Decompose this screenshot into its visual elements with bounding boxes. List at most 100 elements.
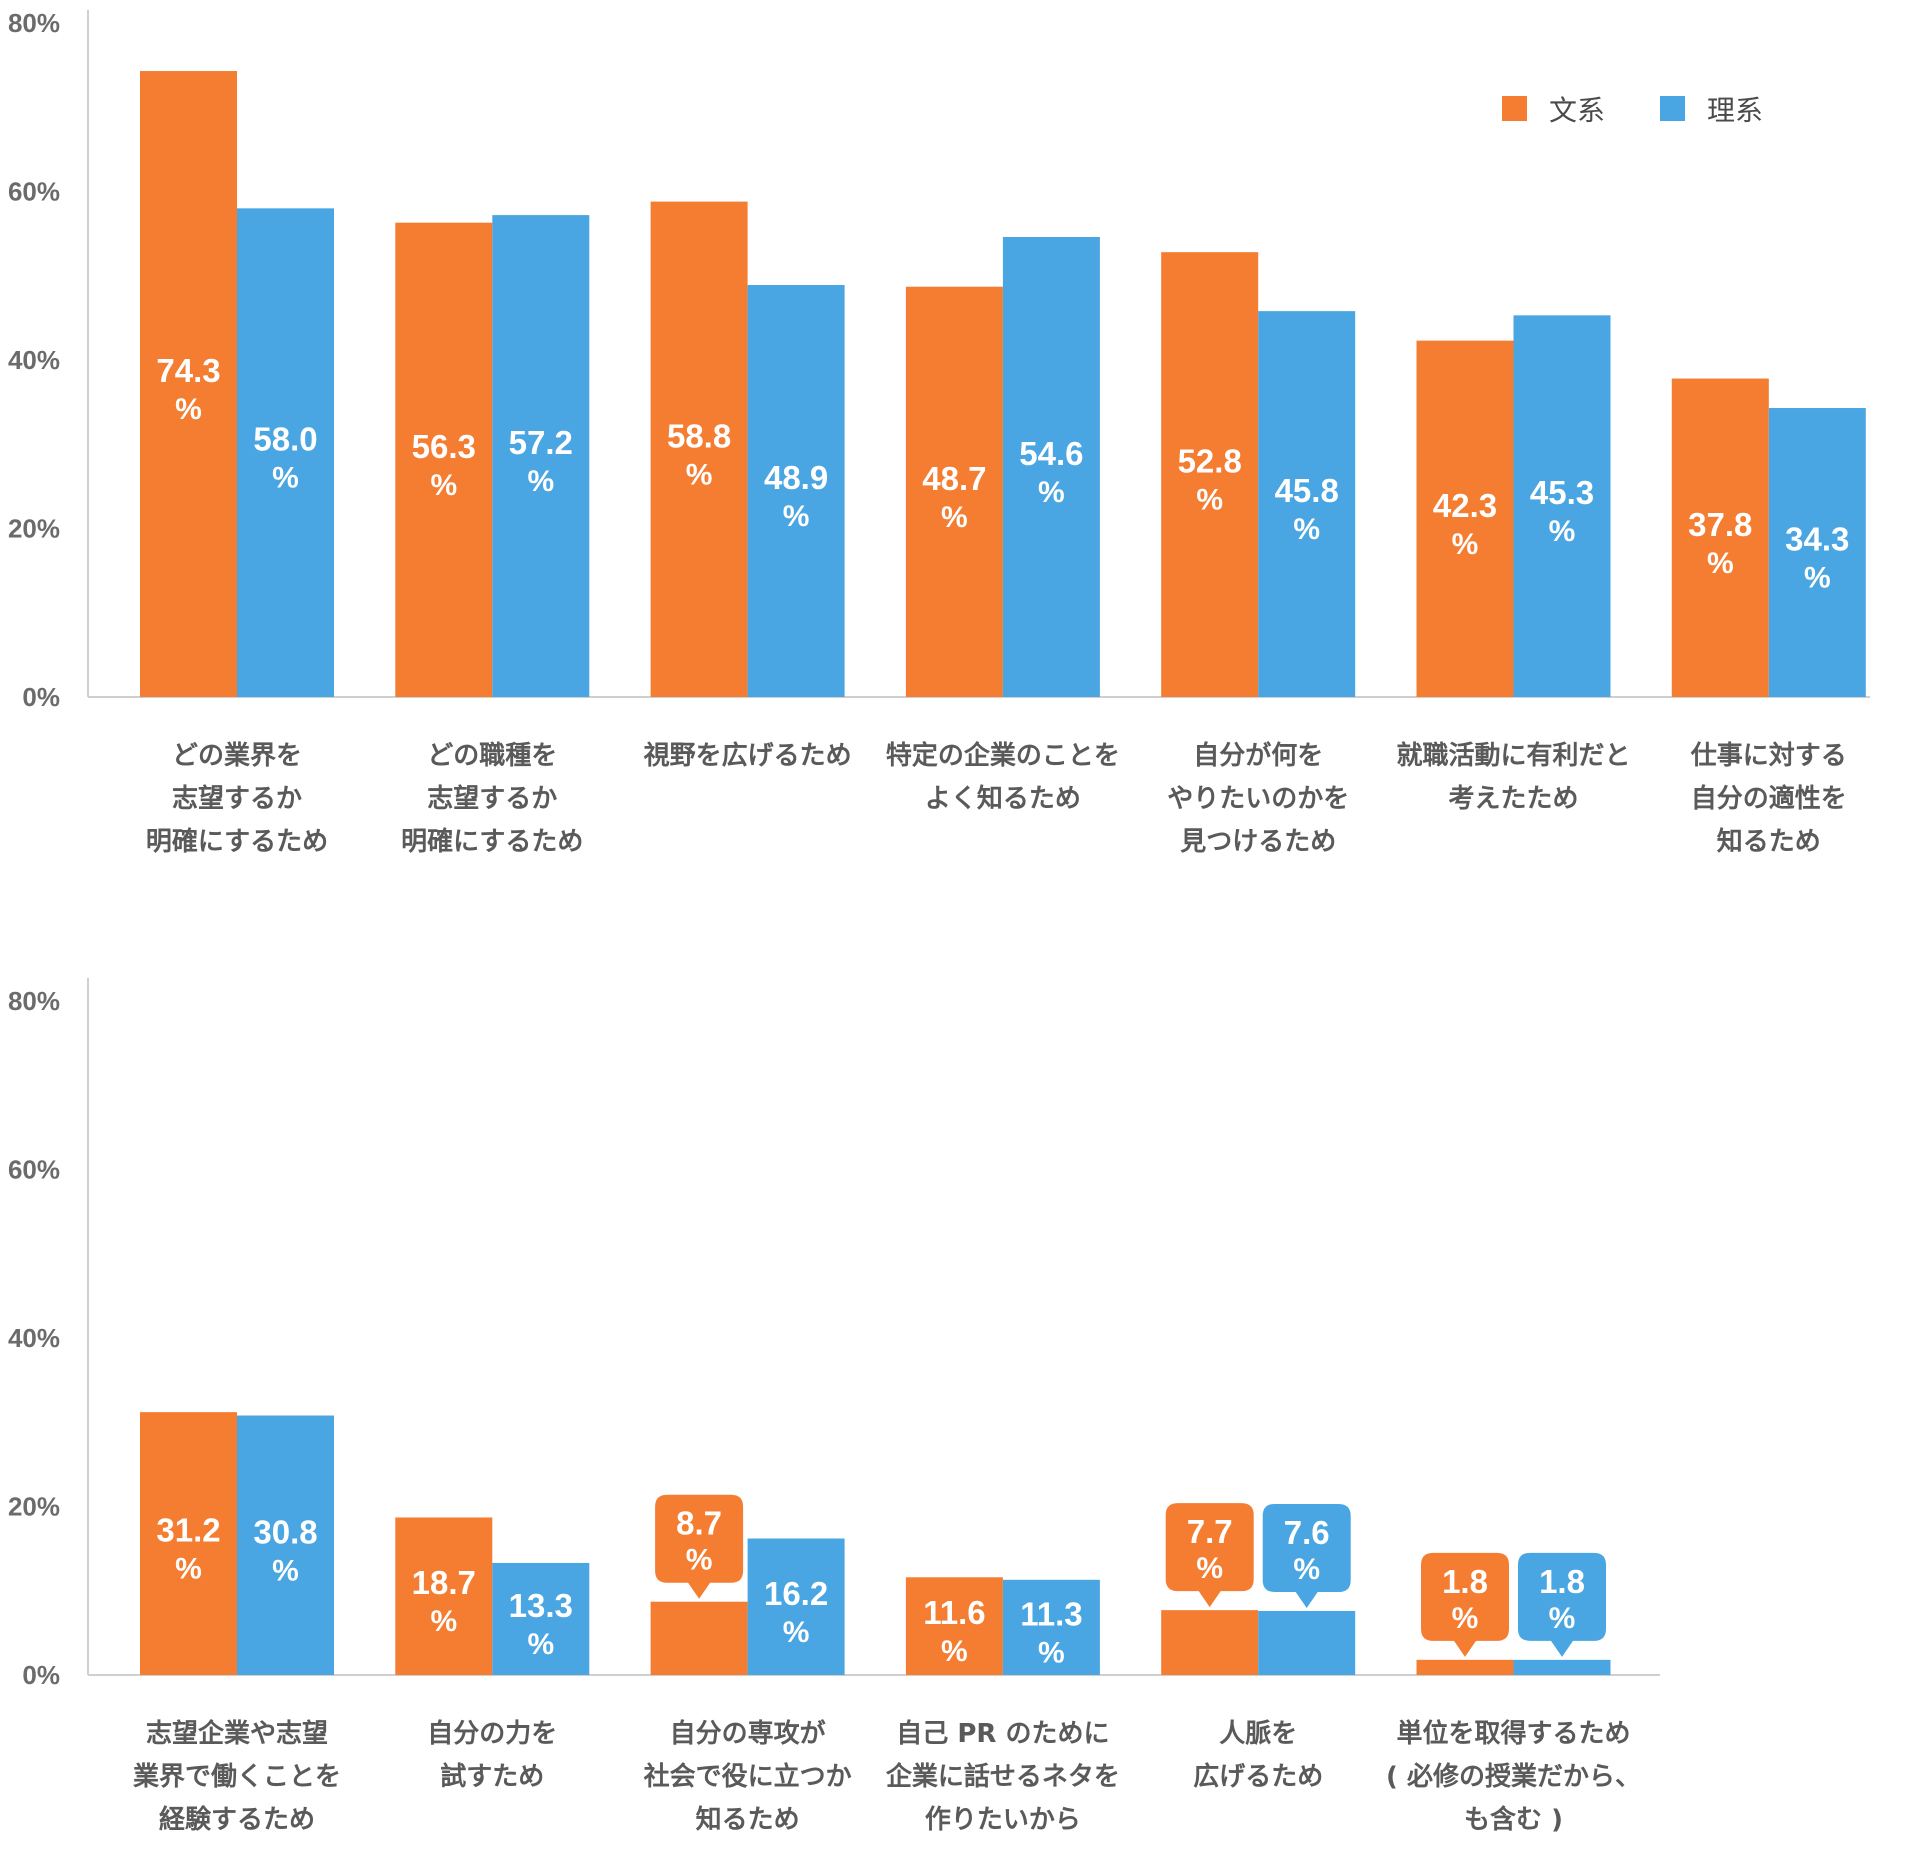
bar-rikei [747,1538,845,1675]
category-label: 知るため [696,1805,800,1835]
value-label: 18.7 [412,1564,476,1601]
bar-bunkei [650,1601,748,1675]
y-tick-label: 60% [8,1155,60,1185]
value-unit: % [175,1553,202,1586]
value-callout-bubble [655,1494,744,1599]
value-label: 37.8 [1688,506,1752,543]
bar-bunkei [395,1517,493,1675]
value-label: 42.3 [1433,487,1497,524]
category-label: 明確にするため [401,826,583,857]
bar-bunkei [1671,378,1769,697]
bar-rikei [237,208,334,697]
value-label: 58.0 [253,421,317,458]
category-label: 単位を取得するため [1396,1718,1630,1749]
value-label: 1.8 [1539,1563,1585,1600]
category-label: よく知るため [925,784,1081,814]
value-unit: % [527,465,554,498]
value-label: 45.8 [1275,472,1339,509]
value-unit: % [1452,528,1479,561]
value-label: 1.8 [1442,1563,1488,1600]
value-label: 7.7 [1187,1513,1233,1550]
category-label: 見つけるため [1180,827,1336,857]
category-label: 業界で働くことを [133,1762,341,1792]
category-label: 自分の適性を [1691,783,1847,814]
value-unit: % [1293,1553,1320,1586]
value-label: 45.3 [1530,474,1594,511]
legend: 文系 理系 [1502,94,1763,127]
value-unit: % [175,393,202,426]
value-label: 74.3 [156,352,220,389]
bar-rikei [492,1562,590,1675]
value-unit: % [941,1635,968,1668]
legend-swatch-bunkei [1502,96,1527,121]
category-label: も含む ) [1464,1804,1563,1835]
y-tick-label: 0% [22,1660,60,1690]
bar-rikei [492,215,590,697]
bar-rikei [1513,1659,1611,1675]
bar-bunkei [140,71,237,697]
legend-swatch-rikei [1660,96,1685,121]
value-unit: % [941,501,968,534]
category-label: 自分の専攻が [670,1718,826,1749]
legend-label: 文系 [1549,94,1605,127]
category-label: ( 必修の授業だから、 [1386,1761,1641,1792]
value-label: 52.8 [1178,443,1242,480]
category-label: 企業に話せるネタを [886,1761,1120,1792]
category-label: 考えたため [1448,784,1578,814]
value-label: 48.9 [764,459,828,496]
bar-bunkei [1416,340,1514,697]
category-label: 知るため [1717,827,1821,857]
bar-bunkei [1161,252,1259,697]
value-label: 31.2 [156,1512,220,1549]
value-unit: % [272,1554,299,1587]
value-unit: % [1196,1552,1223,1585]
value-label: 56.3 [412,428,476,465]
chart-panel-2: 0% 20% 40% 60% 80% 31.2% 30.8% 志望企業や志望業界で働くことを経… [8,978,1660,1835]
category-label: 人脈を [1219,1719,1297,1749]
value-unit: % [430,1605,457,1638]
bar-rikei [1768,408,1866,697]
bar-bunkei [905,286,1003,697]
value-unit: % [1038,476,1065,509]
value-label: 11.6 [923,1594,985,1631]
category-label: 就職活動に有利だと [1396,741,1630,771]
value-label: 8.7 [676,1505,722,1542]
chart-panel-1: 0% 20% 40% 60% 80% 74.3% 58.0% どの業界を志望するか明確にするた… [8,8,1870,857]
value-label: 11.3 [1020,1595,1082,1632]
value-label: 57.2 [509,424,573,461]
category-label: 志望企業や志望 [146,1718,328,1749]
value-label: 7.6 [1284,1514,1330,1551]
legend-label: 理系 [1707,94,1763,127]
value-label: 30.8 [253,1513,317,1550]
value-label: 13.3 [509,1587,573,1624]
bar-bunkei [650,201,748,698]
category-label: 試すため [440,1761,544,1792]
value-unit: % [783,500,810,533]
bar-rikei [1002,1579,1100,1675]
bar-bunkei [1161,1610,1259,1675]
value-unit: % [1196,484,1223,517]
y-tick-label: 20% [8,1492,60,1522]
value-unit: % [1804,562,1831,595]
value-unit: % [272,462,299,495]
y-tick-label: 80% [8,8,60,38]
value-unit: % [1452,1602,1479,1635]
y-tick-label: 60% [8,177,60,207]
category-label: 自分が何を [1193,740,1323,771]
value-label: 34.3 [1785,521,1849,558]
category-label: 明確にするため [146,826,328,857]
category-label: 特定の企業のことを [886,740,1120,771]
bar-bunkei [395,222,493,698]
value-unit: % [430,469,457,502]
category-label: どの業界を [172,741,302,771]
value-callout-bubble [1262,1503,1351,1608]
bar-rikei [1258,311,1356,697]
value-unit: % [1038,1636,1065,1669]
value-unit: % [1707,547,1734,580]
category-label: 社会で役に立つか [644,1761,852,1792]
value-unit: % [527,1628,554,1661]
value-unit: % [686,1544,713,1577]
value-label: 54.6 [1019,435,1083,472]
category-label: 作りたいから [925,1805,1081,1835]
category-label: 経験するため [159,1804,315,1835]
